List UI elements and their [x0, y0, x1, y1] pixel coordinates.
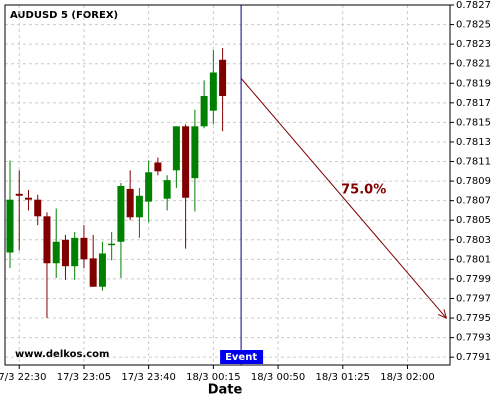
- candle: [209, 50, 217, 125]
- candle: [52, 208, 60, 278]
- y-tick-label: 0.7797: [456, 293, 491, 304]
- y-tick-label: 0.7825: [456, 20, 491, 31]
- y-tick-label: 0.7811: [456, 157, 491, 168]
- y-tick-label: 0.7805: [456, 215, 491, 226]
- x-tick-label: 17/3 22:30: [0, 372, 46, 383]
- y-tick-label: 0.7809: [456, 176, 491, 187]
- candle-body: [191, 126, 199, 179]
- candle: [61, 234, 69, 280]
- candle: [163, 175, 171, 211]
- event-label: Event: [225, 352, 257, 363]
- chart-title: AUDUSD 5 (FOREX): [10, 10, 118, 21]
- candle-body: [80, 237, 88, 260]
- candle: [219, 48, 227, 132]
- y-tick-label: 0.7803: [456, 235, 491, 246]
- candle: [98, 241, 106, 291]
- candle-body: [135, 195, 143, 218]
- candle: [145, 160, 153, 223]
- candle-body: [182, 126, 190, 198]
- candle-body: [163, 180, 171, 199]
- x-tick-label: 17/3 23:40: [121, 372, 175, 383]
- y-tick-label: 0.7821: [456, 59, 491, 70]
- y-tick-label: 0.7815: [456, 117, 491, 128]
- candle-body: [200, 95, 208, 127]
- candle: [191, 109, 199, 212]
- candle: [108, 231, 116, 261]
- candle-body: [61, 239, 69, 267]
- candle: [6, 160, 14, 269]
- candle: [135, 187, 143, 238]
- y-tick-label: 0.7817: [456, 98, 491, 109]
- candle-body: [6, 199, 14, 253]
- x-tick-label: 18/3 00:50: [251, 372, 305, 383]
- candle-body: [15, 193, 23, 196]
- x-tick-label: 18/3 00:15: [186, 372, 240, 383]
- y-tick-label: 0.7819: [456, 78, 491, 89]
- y-tick-label: 0.7807: [456, 196, 491, 207]
- candle-body: [209, 72, 217, 111]
- candle-body: [71, 237, 79, 267]
- y-tick-label: 0.7813: [456, 137, 491, 148]
- y-tick-label: 0.7827: [456, 0, 491, 11]
- x-tick-label: 17/3 23:05: [57, 372, 111, 383]
- candle-body: [154, 162, 162, 172]
- y-tick-label: 0.7793: [456, 333, 491, 344]
- candle: [34, 194, 42, 226]
- candle-body: [34, 199, 42, 217]
- y-tick-label: 0.7799: [456, 274, 491, 285]
- candle-body: [24, 197, 32, 200]
- candle-body: [98, 253, 106, 287]
- candle-body: [43, 216, 51, 264]
- plot-frame: [4, 4, 451, 366]
- candle: [24, 189, 32, 211]
- x-tick-label: 18/3 01:25: [316, 372, 370, 383]
- candle-body: [172, 126, 180, 171]
- candle-body: [219, 59, 227, 96]
- y-tick-label: 0.7823: [456, 39, 491, 50]
- watermark: www.delkos.com: [15, 349, 109, 360]
- candle-body: [108, 243, 116, 246]
- candle-body: [145, 172, 153, 202]
- x-tick-label: 18/3 02:00: [380, 372, 434, 383]
- candle: [154, 157, 162, 176]
- x-axis-label: Date: [208, 383, 243, 398]
- candle: [182, 124, 190, 249]
- candle-body: [52, 241, 60, 264]
- y-tick-label: 0.7791: [456, 352, 491, 363]
- candle-body: [89, 258, 97, 287]
- annotation-arrow: [240, 78, 447, 319]
- candle: [15, 170, 23, 251]
- event-label-box: [220, 350, 264, 364]
- candle: [172, 126, 180, 188]
- annotation-label: 75.0%: [341, 183, 386, 198]
- candle-body: [117, 185, 125, 242]
- y-tick-label: 0.7795: [456, 313, 491, 324]
- y-tick-label: 0.7801: [456, 254, 491, 265]
- candle: [126, 170, 134, 221]
- candle-body: [126, 188, 134, 218]
- candle: [80, 225, 88, 269]
- arrow-head: [437, 309, 448, 319]
- candle: [200, 80, 208, 129]
- candle: [43, 212, 51, 319]
- candle: [117, 183, 125, 278]
- candle: [71, 231, 79, 280]
- candle: [89, 234, 97, 287]
